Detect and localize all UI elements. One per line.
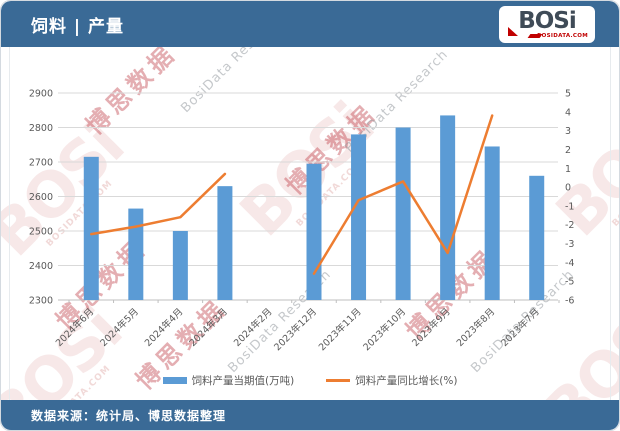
bar-2023年10月 — [395, 127, 411, 300]
legend-label-growth: 饲料产量同比增长(%) — [355, 375, 458, 387]
right-axis-tick-label: -3 — [565, 239, 574, 250]
chart-legend: 饲料产量当期值(万吨) 饲料产量同比增长(%) — [1, 373, 619, 388]
x-axis-label: 2023年12月 — [272, 306, 320, 354]
x-axis-label: 2024年5月 — [98, 306, 141, 349]
legend-item-growth: 饲料产量同比增长(%) — [326, 373, 457, 388]
bar-2023年12月 — [306, 163, 322, 300]
bar-2023年11月 — [351, 134, 367, 300]
left-axis-tick-label: 2900 — [29, 89, 53, 100]
left-axis-tick-label: 2300 — [29, 296, 53, 307]
legend-line-swatch-icon — [326, 379, 351, 382]
bar-2023年7月 — [529, 175, 545, 300]
right-axis-tick-label: 1 — [565, 164, 571, 175]
growth-line — [312, 114, 494, 275]
x-axis-label: 2023年11月 — [316, 306, 364, 354]
right-axis-tick-label: 4 — [565, 107, 571, 118]
left-axis-tick-label: 2500 — [29, 227, 53, 238]
growth-line — [90, 172, 227, 236]
x-axis-label: 2023年10月 — [361, 306, 409, 354]
right-axis-tick-label: -5 — [565, 277, 574, 288]
logo-triangle-icon — [508, 27, 518, 36]
bar-2023年8月 — [484, 146, 500, 300]
right-axis-tick-label: 2 — [565, 145, 571, 156]
right-axis-tick-label: -1 — [565, 201, 574, 212]
logo-text: BOSi — [518, 8, 577, 34]
right-axis-tick-label: 3 — [565, 126, 571, 137]
x-axis-label: 2023年7月 — [499, 306, 542, 349]
x-axis-label: 2024年6月 — [53, 306, 96, 349]
legend-item-production: 饲料产量当期值(万吨) — [162, 373, 295, 388]
legend-label-production: 饲料产量当期值(万吨) — [191, 375, 295, 387]
right-axis-tick-label: 0 — [565, 183, 571, 194]
bar-2024年6月 — [83, 156, 99, 300]
data-source-note: 数据来源：统计局、博思数据整理 — [31, 408, 227, 423]
left-axis-tick-label: 2400 — [29, 261, 53, 272]
bar-2024年4月 — [172, 231, 188, 300]
right-axis-tick-label: -2 — [565, 220, 574, 231]
bar-2024年5月 — [128, 208, 144, 300]
x-axis-label: 2024年3月 — [187, 306, 230, 349]
x-axis-label: 2024年2月 — [231, 306, 274, 349]
brand-logo: BOSi BOSIDATA.COM — [499, 6, 595, 43]
page-title: 饲料 | 产量 — [31, 16, 125, 37]
legend-bar-swatch-icon — [162, 377, 187, 384]
bar-2023年9月 — [440, 115, 456, 300]
x-axis-label: 2023年8月 — [454, 306, 497, 349]
left-axis-tick-label: 2800 — [29, 123, 53, 134]
right-axis-tick-label: -6 — [565, 296, 574, 307]
header-bar: 饲料 | 产量 BOSi BOSIDATA.COM — [1, 1, 619, 47]
footer-bar: 数据来源：统计局、博思数据整理 — [1, 400, 619, 430]
left-axis-tick-label: 2700 — [29, 158, 53, 169]
bar-2024年3月 — [217, 186, 233, 300]
logo-site-text: BOSIDATA.COM — [537, 33, 588, 39]
right-axis-tick-label: 5 — [565, 89, 571, 100]
left-axis-tick-label: 2600 — [29, 192, 53, 203]
x-axis-label: 2023年9月 — [409, 306, 452, 349]
x-axis-label: 2024年4月 — [142, 306, 185, 349]
right-axis-tick-label: -4 — [565, 258, 574, 269]
